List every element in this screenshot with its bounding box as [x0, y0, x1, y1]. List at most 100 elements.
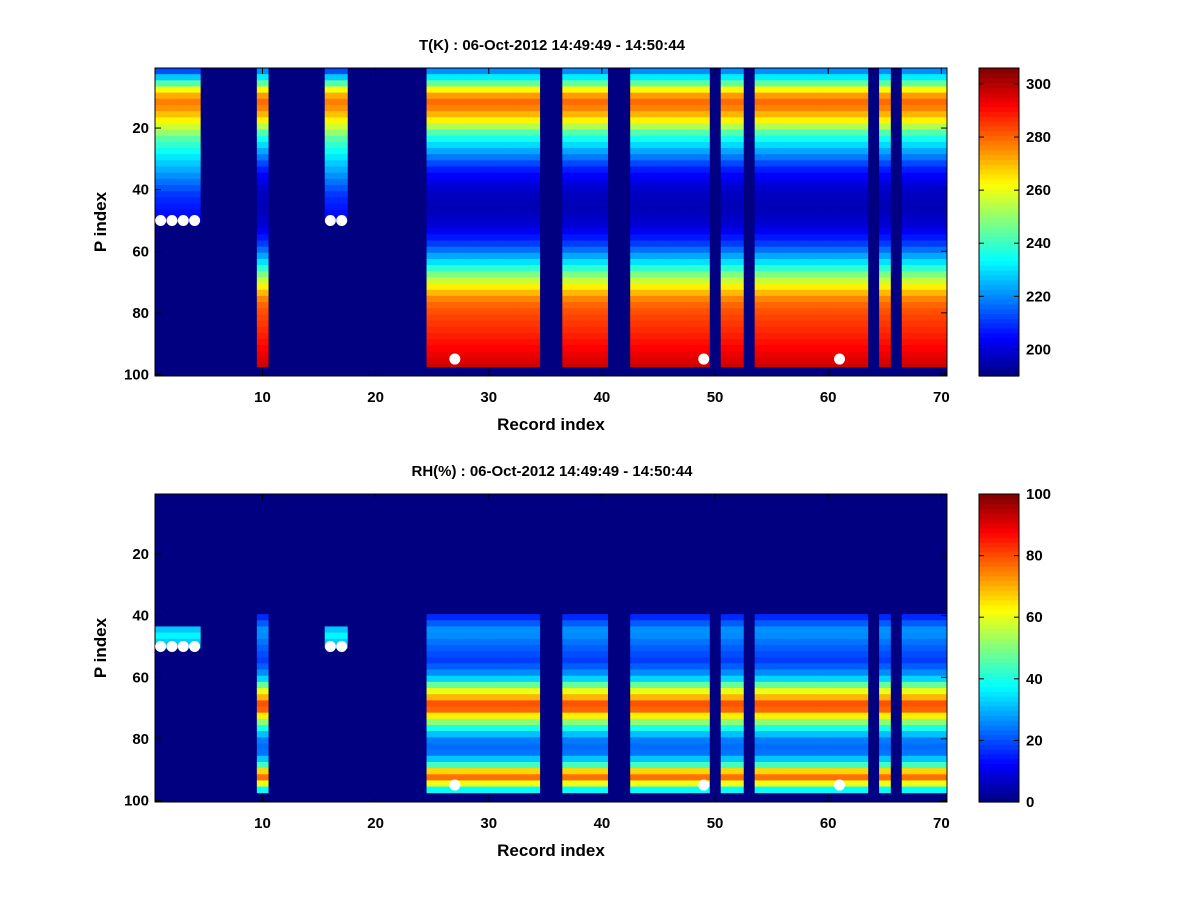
heatmap-cell: [754, 308, 767, 315]
heatmap-cell: [822, 154, 835, 161]
heatmap-cell: [935, 80, 948, 87]
heatmap-cell: [573, 669, 586, 677]
heatmap-cell: [652, 780, 665, 787]
heatmap-cell: [596, 718, 608, 726]
heatmap-cell: [901, 669, 914, 677]
heatmap-cell: [188, 123, 201, 130]
heatmap-cell: [437, 111, 450, 118]
heatmap-cell: [630, 632, 642, 640]
heatmap-cell: [686, 681, 699, 689]
heatmap-cell: [788, 148, 801, 155]
heatmap-cell: [437, 706, 450, 714]
heatmap-cell: [765, 768, 778, 775]
heatmap-cell: [630, 98, 642, 106]
heatmap-cell: [641, 669, 654, 677]
colorbar-swatch: [979, 705, 1019, 712]
heatmap-cell: [630, 669, 642, 677]
heatmap-cell: [732, 258, 744, 266]
heatmap-cell: [777, 774, 789, 781]
heatmap-cell: [256, 351, 269, 358]
heatmap-cell: [437, 289, 450, 297]
heatmap-cell: [856, 681, 869, 689]
colorbar-swatch: [979, 92, 1019, 98]
heatmap-cell: [528, 786, 541, 794]
heatmap-cell: [879, 160, 891, 167]
heatmap-cell: [584, 166, 597, 174]
heatmap-cell: [799, 178, 812, 186]
heatmap-cell: [460, 339, 473, 346]
heatmap-cell: [675, 215, 688, 223]
heatmap-cell: [765, 706, 778, 714]
heatmap-cell: [664, 86, 676, 94]
heatmap-cell: [777, 265, 789, 272]
heatmap-column: [177, 68, 190, 223]
heatmap-cell: [483, 731, 495, 738]
heatmap-cell: [845, 780, 857, 787]
heatmap-cell: [528, 191, 541, 198]
heatmap-cell: [584, 626, 597, 633]
heatmap-cell: [584, 228, 597, 235]
heatmap-cell: [596, 626, 608, 633]
heatmap-cell: [336, 104, 348, 112]
heatmap-cell: [754, 755, 767, 763]
heatmap-cell: [449, 74, 461, 81]
heatmap-cell: [256, 185, 269, 192]
heatmap-cell: [788, 295, 801, 303]
heatmap-cell: [573, 160, 586, 167]
heatmap-cell: [652, 694, 665, 701]
heatmap-cell: [471, 768, 484, 775]
heatmap-cell: [777, 154, 789, 161]
heatmap-cell: [483, 252, 495, 260]
heatmap-cell: [528, 620, 541, 627]
heatmap-cell: [879, 663, 891, 670]
heatmap-cell: [460, 222, 473, 229]
heatmap-cell: [822, 160, 835, 167]
heatmap-cell: [811, 743, 823, 751]
heatmap-cell: [483, 228, 495, 235]
heatmap-cell: [799, 755, 812, 763]
heatmap-cell: [777, 271, 789, 278]
heatmap-cell: [833, 314, 846, 321]
heatmap-cell: [901, 694, 914, 701]
heatmap-cell: [856, 258, 869, 266]
colorbar-swatch: [979, 792, 1019, 798]
heatmap-cell: [483, 688, 495, 695]
heatmap-cell: [517, 240, 529, 248]
heatmap-cell: [641, 725, 654, 732]
heatmap-cell: [664, 74, 676, 81]
heatmap-cell: [517, 154, 529, 161]
heatmap-cell: [664, 98, 676, 106]
heatmap-cell: [494, 314, 507, 321]
heatmap-cell: [505, 725, 518, 732]
heatmap-cell: [596, 688, 608, 695]
heatmap-cell: [924, 74, 937, 81]
heatmap-cell: [856, 308, 869, 315]
heatmap-cell: [901, 154, 914, 161]
heatmap-cell: [675, 737, 688, 744]
data-marker: [449, 779, 461, 791]
heatmap-cell: [324, 104, 337, 112]
heatmap-cell: [845, 172, 857, 180]
heatmap-cell: [471, 148, 484, 155]
heatmap-cell: [754, 246, 767, 254]
heatmap-cell: [732, 657, 744, 664]
heatmap-cell: [822, 320, 835, 328]
heatmap-cell: [833, 768, 846, 775]
heatmap-cell: [517, 246, 529, 254]
heatmap-cell: [686, 320, 699, 328]
heatmap-cell: [177, 80, 190, 87]
heatmap-cell: [799, 326, 812, 334]
heatmap-cell: [845, 265, 857, 272]
heatmap-cell: [811, 104, 823, 112]
heatmap-cell: [528, 731, 541, 738]
heatmap-cell: [641, 302, 654, 309]
heatmap-cell: [664, 123, 676, 130]
heatmap-cell: [664, 657, 676, 664]
heatmap-cell: [437, 638, 450, 646]
heatmap-cell: [856, 80, 869, 87]
heatmap-cell: [879, 694, 891, 701]
colorbar-swatch: [979, 532, 1019, 538]
colorbar-swatch: [979, 279, 1019, 286]
colorbar-swatch: [979, 294, 1019, 300]
